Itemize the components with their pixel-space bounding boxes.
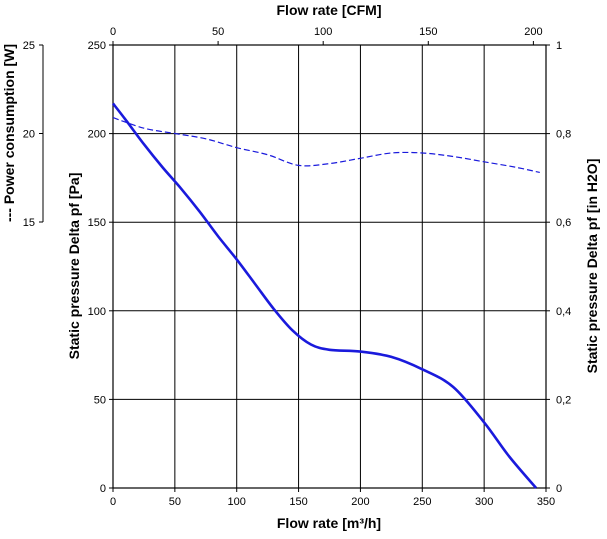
power-consumption-line xyxy=(112,117,540,174)
x-axis-bottom: 0 50 100 150 200 250 300 350 xyxy=(110,488,555,508)
y-axis-right: 0 0,2 0,4 0,6 0,8 1 xyxy=(546,40,571,495)
y-axis-power-title: --- Power consumption [W] xyxy=(1,44,17,222)
x-tick-label: 150 xyxy=(289,496,307,508)
x-tick-label: 100 xyxy=(228,496,246,508)
x-top-tick-label: 100 xyxy=(314,26,332,38)
y-right-tick-label: 0,6 xyxy=(556,217,571,229)
x-tick-label: 300 xyxy=(475,496,493,508)
x-axis-bottom-title: Flow rate [m³/h] xyxy=(277,515,381,531)
x-tick-label: 0 xyxy=(110,496,116,508)
power-tick-label: 20 xyxy=(23,129,35,141)
y-axis-right-title: Static pressure Delta pf [in H2O] xyxy=(584,159,600,374)
y-tick-label: 0 xyxy=(100,483,106,495)
y-right-tick-label: 0,4 xyxy=(556,306,571,318)
y-tick-label: 50 xyxy=(94,394,106,406)
y-tick-label: 200 xyxy=(88,129,106,141)
y-tick-label: 250 xyxy=(88,40,106,52)
y-right-tick-label: 0,2 xyxy=(556,394,571,406)
y-right-tick-label: 1 xyxy=(556,40,562,52)
y-tick-label: 100 xyxy=(88,306,106,318)
y-axis-left: 0 50 100 150 200 250 xyxy=(88,40,113,495)
y-axis-power: 15 20 25 xyxy=(23,40,44,229)
x-tick-label: 50 xyxy=(169,496,181,508)
y-axis-left-title: Static pressure Delta pf [Pa] xyxy=(66,173,82,360)
x-tick-label: 200 xyxy=(351,496,369,508)
x-axis-top-title: Flow rate [CFM] xyxy=(277,2,382,18)
x-tick-label: 350 xyxy=(537,496,555,508)
static-pressure-line xyxy=(111,102,538,489)
plot-frame xyxy=(112,44,547,489)
power-tick-label: 25 xyxy=(23,40,35,52)
x-top-tick-label: 0 xyxy=(110,26,116,38)
y-right-tick-label: 0,8 xyxy=(556,129,571,141)
x-top-tick-label: 200 xyxy=(524,26,542,38)
x-top-tick-label: 150 xyxy=(419,26,437,38)
x-tick-label: 250 xyxy=(413,496,431,508)
y-tick-label: 150 xyxy=(88,217,106,229)
x-top-tick-label: 50 xyxy=(212,26,224,38)
power-tick-label: 15 xyxy=(23,217,35,229)
x-axis-top: 0 50 100 150 200 xyxy=(110,26,543,45)
gridlines xyxy=(113,45,546,488)
y-right-tick-label: 0 xyxy=(556,483,562,495)
